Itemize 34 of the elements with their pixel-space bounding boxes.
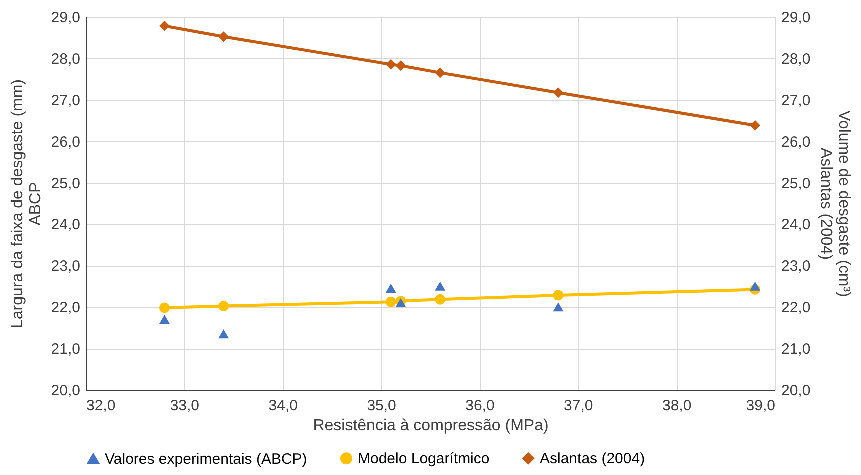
x-tick-label: 35,0: [367, 398, 396, 414]
y-tick-label: 29,0: [51, 10, 80, 26]
y2-tick-label: 22,0: [782, 300, 811, 317]
legend-label: Modelo Logarítmico: [358, 450, 490, 468]
x-tick-label: 37,0: [564, 398, 594, 414]
y2-tick-label: 25,0: [782, 175, 811, 192]
legend-label: Valores experimentais (ABCP): [105, 450, 308, 468]
y-tick-label: 23,0: [51, 258, 80, 276]
y2-tick-label: 23,0: [782, 258, 811, 276]
y2-tick-label: 24,0: [782, 216, 811, 234]
y2-tick-label: 21,0: [782, 341, 811, 358]
x-tick-label: 34,0: [268, 398, 298, 414]
y2-tick-label: 20,0: [782, 382, 811, 400]
y-tick-label: 24,0: [51, 216, 80, 234]
y2-tick-label: 27,0: [782, 92, 811, 110]
y2-tick-label: 29,0: [782, 10, 811, 26]
y-axis-title: Largura da faixa de desgaste (mm) ABCP: [9, 79, 44, 329]
y-tick-label: 22,0: [51, 300, 80, 317]
legend-label: Aslantas (2004): [540, 450, 646, 468]
y2-axis-title: Volume de desgaste (cm³) Aslantas (2004): [818, 110, 853, 298]
y-tick-label: 20,0: [51, 382, 80, 400]
y-tick-label: 26,0: [51, 134, 80, 151]
y-tick-label: 25,0: [51, 175, 80, 192]
x-axis-title: Resistência à compressão (MPa): [313, 418, 549, 434]
x-tick-label: 38,0: [662, 398, 692, 414]
y-tick-label: 21,0: [51, 341, 80, 358]
x-tick-label: 33,0: [170, 398, 200, 414]
x-tick-label: 32,0: [86, 398, 116, 414]
y2-tick-label: 28,0: [782, 50, 811, 68]
y-tick-label: 28,0: [51, 50, 80, 68]
y2-tick-label: 26,0: [782, 134, 811, 151]
y-tick-label: 27,0: [51, 92, 80, 110]
x-tick-label: 39,0: [746, 398, 776, 414]
x-tick-label: 36,0: [466, 398, 495, 414]
